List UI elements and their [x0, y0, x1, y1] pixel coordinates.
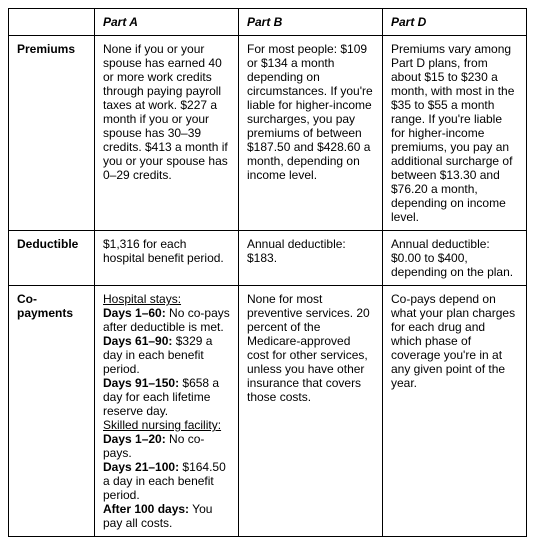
col-part-a: Part A [95, 9, 239, 36]
row-copayments: Co-payments Hospital stays:Days 1–60: No… [9, 286, 527, 537]
rowheader-copayments: Co-payments [9, 286, 95, 537]
col-part-b: Part B [239, 9, 383, 36]
cell-copayments-b: None for most preventive services. 20 pe… [239, 286, 383, 537]
rowheader-deductible: Deductible [9, 231, 95, 286]
cell-premiums-d: Premiums vary among Part D plans, from a… [383, 36, 527, 231]
cell-premiums-a: None if you or your spouse has earned 40… [95, 36, 239, 231]
cell-premiums-b: For most people: $109 or $134 a month de… [239, 36, 383, 231]
cell-deductible-a: $1,316 for each hospital benefit period. [95, 231, 239, 286]
row-deductible: Deductible $1,316 for each hospital bene… [9, 231, 527, 286]
cell-deductible-b: Annual deductible: $183. [239, 231, 383, 286]
col-part-d: Part D [383, 9, 527, 36]
cell-copayments-a: Hospital stays:Days 1–60: No co-pays aft… [95, 286, 239, 537]
rowheader-premiums: Premiums [9, 36, 95, 231]
corner-cell [9, 9, 95, 36]
medicare-parts-table: Part A Part B Part D Premiums None if yo… [8, 8, 527, 537]
row-premiums: Premiums None if you or your spouse has … [9, 36, 527, 231]
cell-deductible-d: Annual deductible: $0.00 to $400, depend… [383, 231, 527, 286]
cell-copayments-d: Co-pays depend on what your plan charges… [383, 286, 527, 537]
